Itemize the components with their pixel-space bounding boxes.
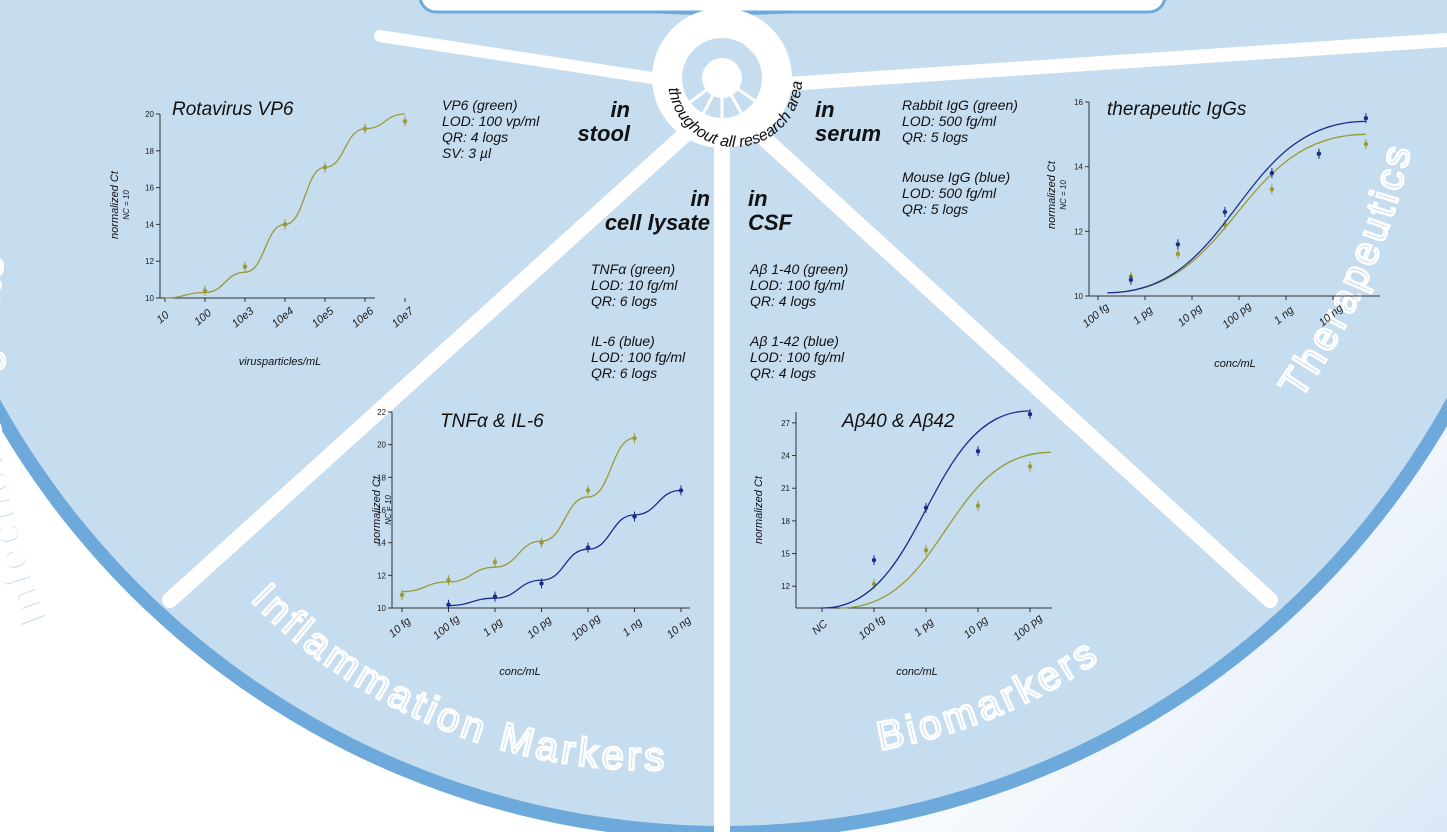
chart-title: Rotavirus VP6 bbox=[172, 99, 294, 120]
matrix-stool: in stool bbox=[577, 97, 630, 146]
y-axis-label: normalized Ct bbox=[371, 475, 383, 544]
data-point-green bbox=[975, 503, 981, 508]
data-point-green bbox=[923, 548, 929, 553]
info-tnf: TNFα (green) LOD: 10 fg/ml QR: 6 logs bbox=[591, 261, 678, 309]
x-axis-label: virusparticles/mL bbox=[239, 356, 322, 368]
y-tick-label: 14 bbox=[377, 539, 386, 548]
y-tick-label: 22 bbox=[377, 408, 386, 417]
data-point-blue bbox=[1027, 411, 1033, 417]
x-axis-label: conc/mL bbox=[896, 666, 938, 678]
y-tick-label: 24 bbox=[781, 452, 790, 461]
y-tick-label: 10 bbox=[145, 294, 154, 303]
y-axis-label: normalized Ct bbox=[753, 475, 765, 544]
data-point-green bbox=[399, 592, 405, 598]
series-fit-blue bbox=[1107, 120, 1366, 294]
y-axis-sublabel: NC = 10 bbox=[384, 495, 393, 525]
data-point-blue bbox=[1363, 115, 1369, 121]
matrix-serum: in serum bbox=[815, 97, 882, 146]
data-point-blue bbox=[678, 488, 684, 493]
y-tick-label: 12 bbox=[145, 257, 154, 266]
data-point-blue bbox=[923, 505, 929, 511]
matrix-cell-lysate: in cell lysate bbox=[604, 186, 710, 235]
info-vp6: VP6 (green) LOD: 100 vp/ml QR: 4 logs SV: 3… bbox=[442, 97, 540, 161]
y-axis-label: normalized Ct bbox=[109, 170, 121, 239]
y-axis-sublabel: NC = 10 bbox=[122, 190, 131, 220]
info-ab42: Aβ 1-42 (blue) LOD: 100 fg/ml QR: 4 logs bbox=[750, 333, 845, 381]
chart-title: Aβ40 & Aβ42 bbox=[841, 411, 955, 432]
y-tick-label: 12 bbox=[781, 582, 790, 591]
chart-title: TNFα & IL-6 bbox=[440, 411, 544, 432]
cycle-arrow-icon bbox=[652, 8, 792, 148]
data-point-blue bbox=[585, 545, 591, 550]
y-tick-label: 10 bbox=[1074, 292, 1083, 301]
top-banner bbox=[418, 0, 1167, 14]
y-tick-label: 18 bbox=[781, 517, 790, 526]
data-point-blue bbox=[492, 594, 498, 599]
data-point-green bbox=[1175, 251, 1181, 257]
data-point-green bbox=[446, 578, 451, 583]
series-fit-green bbox=[840, 451, 1051, 609]
data-point-blue bbox=[1222, 209, 1228, 215]
y-tick-label: 18 bbox=[145, 147, 154, 156]
y-tick-label: 27 bbox=[781, 419, 790, 428]
y-tick-label: 14 bbox=[145, 220, 154, 229]
data-point-green bbox=[1363, 141, 1369, 147]
data-point-blue bbox=[1269, 170, 1275, 176]
x-axis-label: conc/mL bbox=[1214, 358, 1256, 370]
data-point-green bbox=[322, 165, 328, 170]
data-point-green bbox=[282, 222, 288, 227]
data-point-green bbox=[871, 581, 877, 587]
x-axis-label: conc/mL bbox=[499, 666, 541, 678]
chart-title: therapeutic IgGs bbox=[1107, 99, 1247, 120]
sector-dividers bbox=[162, 30, 1447, 832]
y-tick-label: 18 bbox=[377, 473, 386, 482]
info-mouse-igg: Mouse IgG (blue) LOD: 500 fg/ml QR: 5 logs bbox=[902, 169, 1011, 217]
data-point-blue bbox=[1128, 277, 1134, 283]
data-point-green bbox=[539, 540, 544, 545]
y-tick-label: 10 bbox=[377, 604, 386, 613]
data-point-blue bbox=[632, 514, 637, 519]
data-point-blue bbox=[446, 602, 451, 607]
data-point-green bbox=[632, 435, 637, 441]
matrix-csf: in CSF bbox=[748, 186, 792, 235]
y-tick-label: 21 bbox=[781, 484, 790, 493]
y-tick-label: 14 bbox=[1074, 163, 1083, 172]
info-ab40: Aβ 1-40 (green) LOD: 100 fg/ml QR: 4 logs bbox=[750, 261, 849, 309]
y-tick-label: 20 bbox=[145, 110, 154, 119]
y-tick-label: 15 bbox=[781, 550, 790, 559]
data-point-green bbox=[1027, 464, 1033, 469]
data-point-green bbox=[402, 119, 408, 124]
y-tick-label: 16 bbox=[145, 184, 154, 193]
data-point-green bbox=[585, 488, 591, 493]
data-point-green bbox=[1269, 187, 1275, 192]
data-point-green bbox=[242, 264, 248, 269]
y-axis-sublabel: NC = 10 bbox=[1059, 180, 1068, 210]
data-point-green bbox=[202, 288, 208, 293]
y-tick-label: 12 bbox=[377, 571, 386, 580]
info-rabbit-igg: Rabbit IgG (green) LOD: 500 fg/ml QR: 5 lo… bbox=[902, 97, 1018, 145]
data-point-green bbox=[492, 560, 498, 565]
y-tick-label: 16 bbox=[1074, 98, 1083, 107]
data-point-blue bbox=[975, 449, 981, 454]
y-axis-label: normalized Ct bbox=[1046, 160, 1058, 229]
y-tick-label: 16 bbox=[377, 506, 386, 515]
info-il6: IL-6 (blue) LOD: 100 fg/ml QR: 6 logs bbox=[591, 333, 686, 381]
data-point-blue bbox=[1175, 242, 1181, 247]
y-tick-label: 20 bbox=[377, 441, 386, 450]
data-point-green bbox=[362, 126, 368, 131]
data-point-blue bbox=[539, 581, 544, 586]
y-tick-label: 12 bbox=[1074, 227, 1083, 236]
data-point-blue bbox=[1316, 151, 1322, 156]
data-point-blue bbox=[871, 557, 877, 563]
